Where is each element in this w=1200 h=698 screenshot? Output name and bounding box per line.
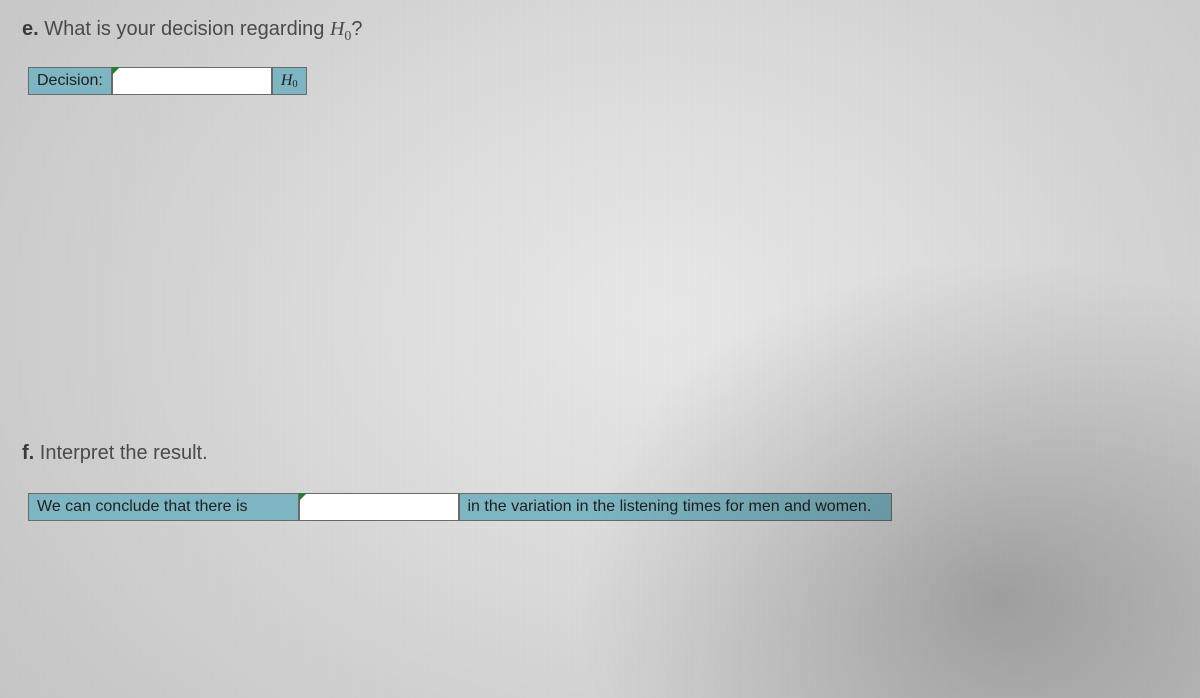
decision-row: Decision: H0 bbox=[28, 67, 1200, 95]
question-e-tail: ? bbox=[351, 18, 362, 40]
decision-suffix-cell: H0 bbox=[272, 67, 307, 95]
interpret-dropdown[interactable] bbox=[299, 493, 459, 521]
decision-dropdown[interactable] bbox=[112, 67, 272, 95]
decision-suffix-main: H bbox=[281, 72, 293, 90]
interpret-suffix: in the variation in the listening times … bbox=[468, 498, 872, 516]
interpret-prefix: We can conclude that there is bbox=[37, 498, 248, 516]
question-f-prompt: f. Interpret the result. bbox=[22, 442, 892, 465]
interpret-suffix-cell: in the variation in the listening times … bbox=[459, 493, 893, 521]
question-e-text: What is your decision regarding bbox=[44, 18, 330, 40]
decision-suffix-sub: 0 bbox=[292, 79, 297, 90]
question-f-letter: f. bbox=[22, 442, 34, 464]
decision-label-cell: Decision: bbox=[28, 67, 112, 95]
question-e-symbol: H0 bbox=[330, 18, 351, 40]
question-e-letter: e. bbox=[22, 18, 39, 40]
interpret-prefix-cell: We can conclude that there is bbox=[28, 493, 299, 521]
decision-label: Decision: bbox=[37, 72, 103, 90]
interpret-row: We can conclude that there is in the var… bbox=[28, 493, 892, 521]
question-e-prompt: e. What is your decision regarding H0? bbox=[22, 18, 1200, 45]
question-f-text: Interpret the result. bbox=[40, 442, 208, 464]
dropdown-marker-icon bbox=[299, 493, 307, 501]
dropdown-marker-icon bbox=[112, 67, 120, 75]
